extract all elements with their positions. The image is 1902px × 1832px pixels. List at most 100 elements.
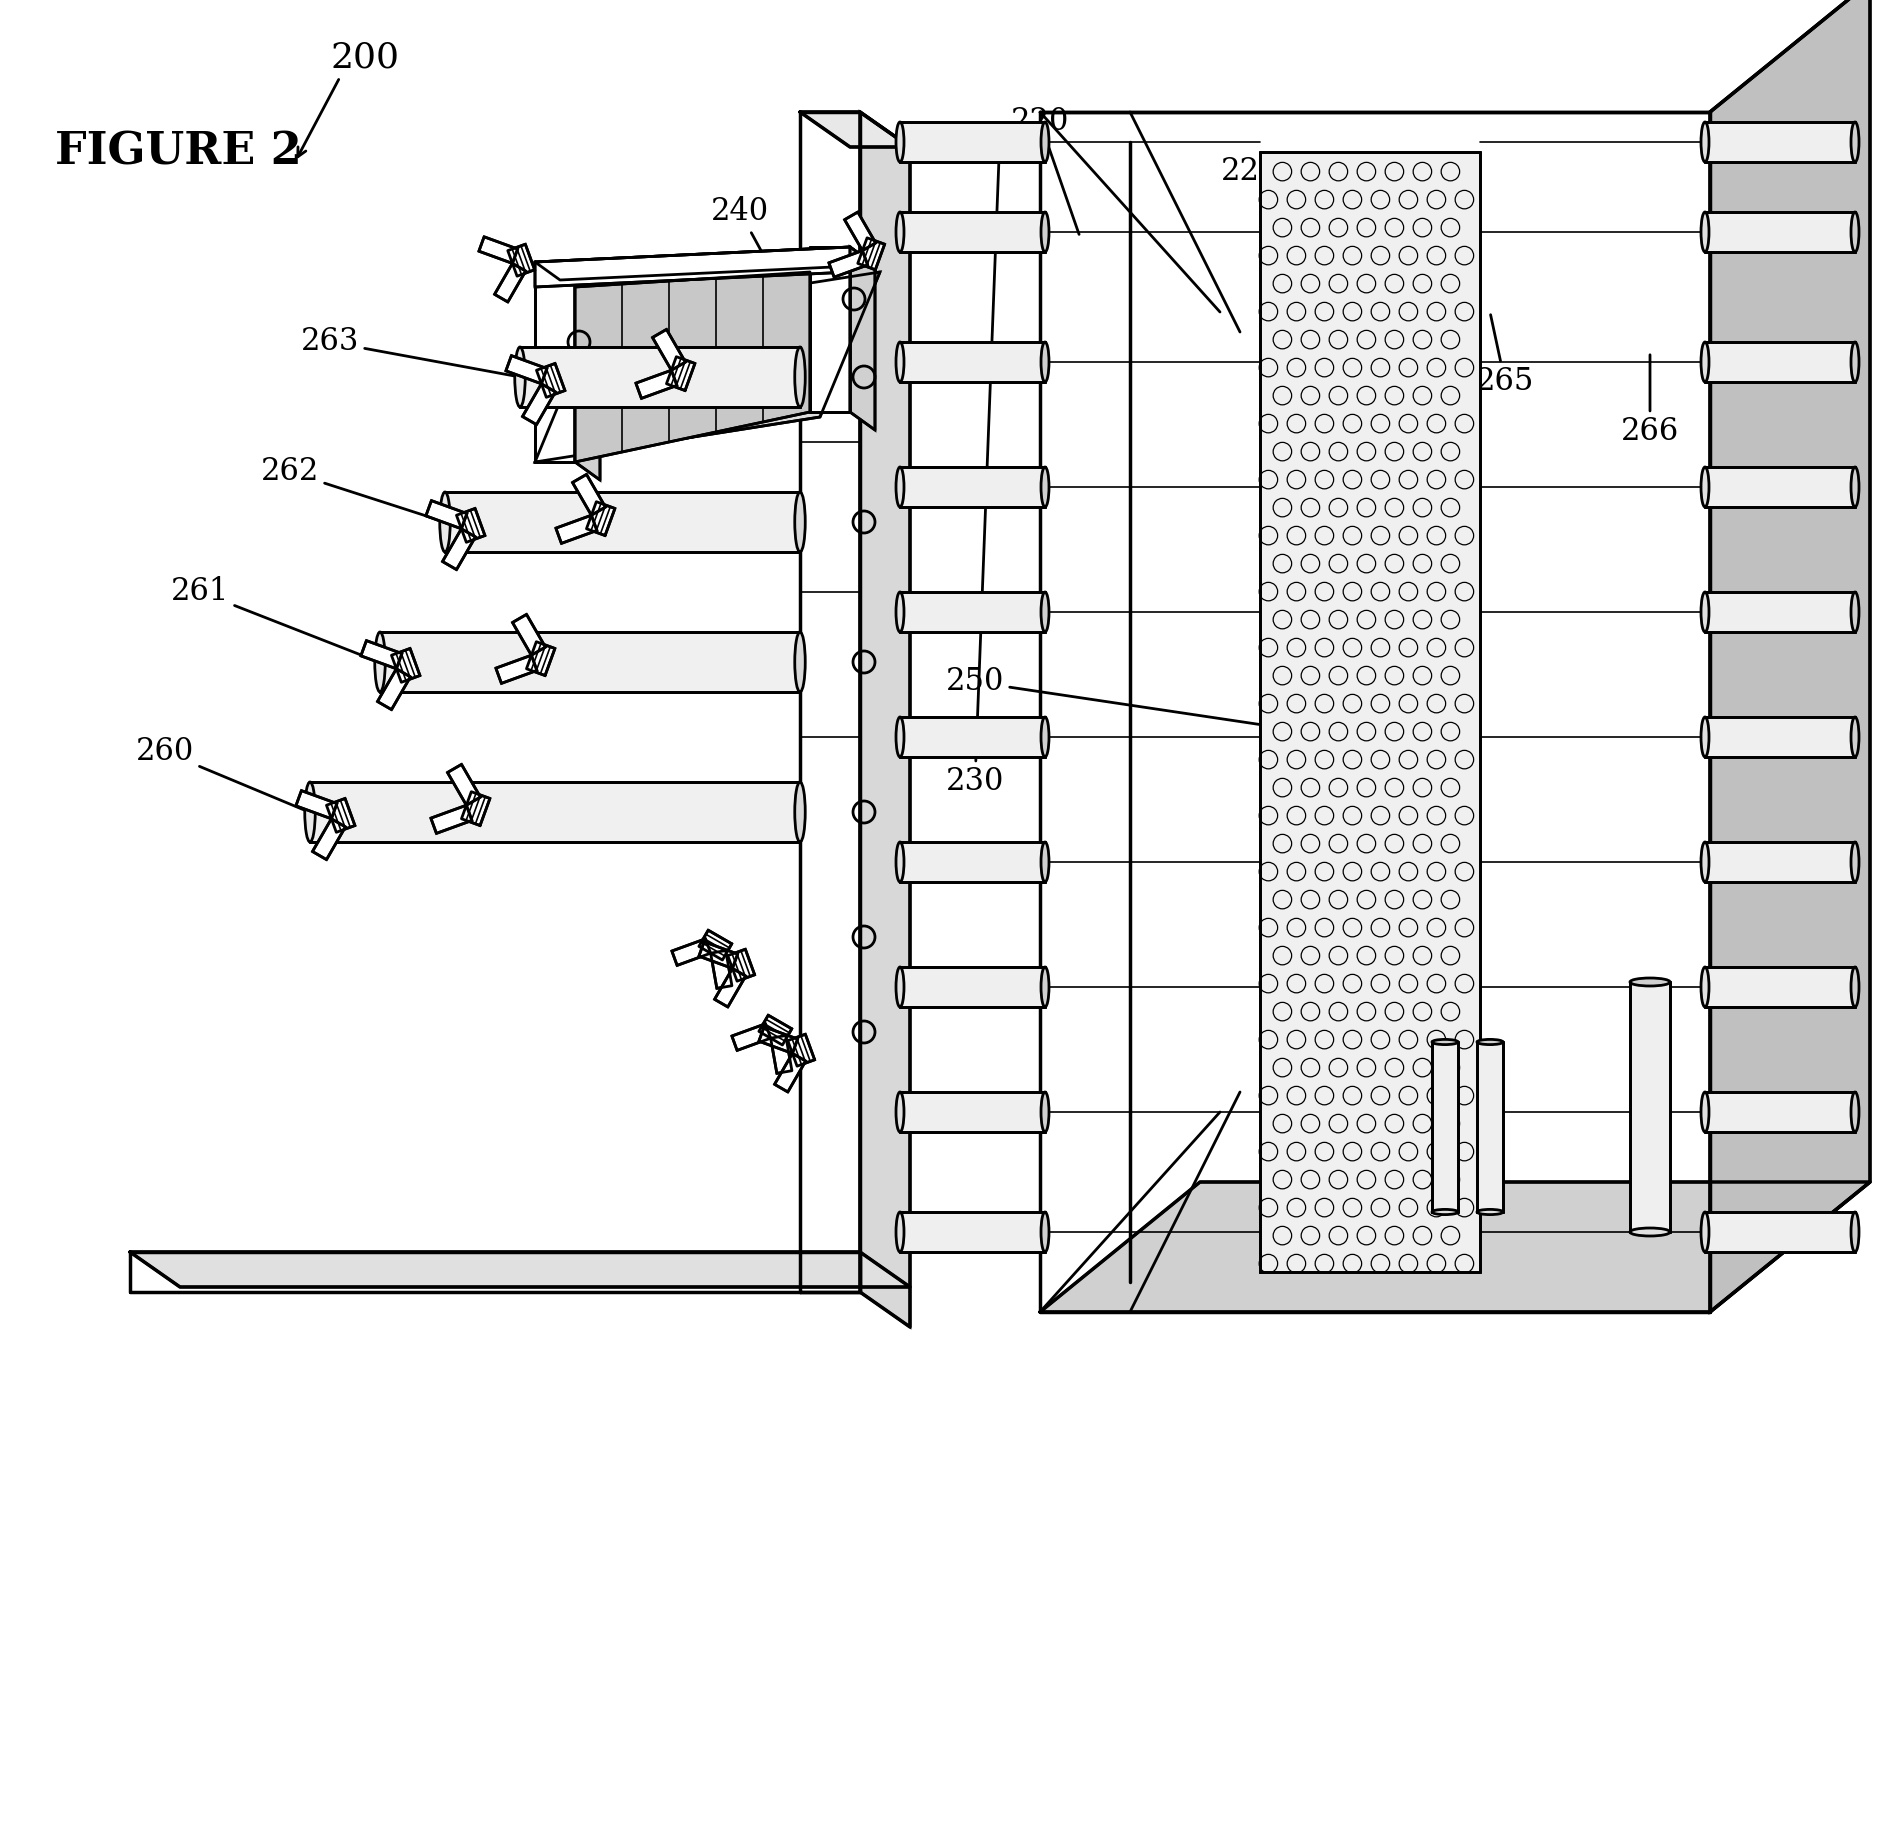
Ellipse shape	[1700, 343, 1710, 383]
Polygon shape	[574, 262, 599, 480]
Polygon shape	[512, 614, 546, 656]
Ellipse shape	[1700, 123, 1710, 161]
Polygon shape	[652, 330, 685, 370]
Polygon shape	[1704, 1092, 1854, 1132]
Ellipse shape	[1851, 123, 1858, 161]
Polygon shape	[1630, 982, 1670, 1231]
Polygon shape	[479, 236, 517, 264]
Polygon shape	[506, 355, 548, 383]
Text: 261: 261	[171, 577, 377, 661]
Polygon shape	[508, 244, 534, 277]
Ellipse shape	[1040, 1092, 1050, 1132]
Text: 220: 220	[1010, 106, 1078, 234]
Ellipse shape	[1040, 843, 1050, 881]
Ellipse shape	[1851, 843, 1858, 881]
Polygon shape	[1704, 843, 1854, 881]
Polygon shape	[698, 931, 732, 960]
Polygon shape	[523, 383, 555, 425]
Ellipse shape	[896, 123, 903, 161]
Polygon shape	[900, 592, 1044, 632]
Polygon shape	[297, 791, 337, 819]
Polygon shape	[635, 370, 677, 398]
Text: FIGURE 2: FIGURE 2	[55, 130, 302, 174]
Ellipse shape	[896, 843, 903, 881]
Polygon shape	[900, 467, 1044, 507]
Polygon shape	[900, 967, 1044, 1008]
Polygon shape	[361, 641, 401, 669]
Ellipse shape	[896, 592, 903, 632]
Polygon shape	[900, 1213, 1044, 1251]
Polygon shape	[1704, 343, 1854, 383]
Polygon shape	[392, 649, 420, 682]
Polygon shape	[711, 951, 732, 987]
Ellipse shape	[304, 782, 316, 843]
Text: 200: 200	[331, 40, 399, 73]
Ellipse shape	[1630, 978, 1670, 986]
Ellipse shape	[515, 346, 525, 407]
Polygon shape	[671, 938, 711, 965]
Polygon shape	[774, 1053, 806, 1092]
Polygon shape	[312, 819, 346, 859]
Ellipse shape	[375, 632, 386, 692]
Polygon shape	[377, 669, 411, 709]
Polygon shape	[536, 363, 565, 398]
Ellipse shape	[1040, 213, 1050, 253]
Polygon shape	[900, 343, 1044, 383]
Polygon shape	[715, 969, 746, 1008]
Polygon shape	[462, 791, 491, 826]
Text: 265: 265	[1476, 315, 1535, 398]
Polygon shape	[445, 493, 801, 551]
Polygon shape	[850, 247, 875, 431]
Ellipse shape	[1851, 1092, 1858, 1132]
Polygon shape	[860, 112, 909, 1326]
Polygon shape	[1704, 467, 1854, 507]
Ellipse shape	[1851, 343, 1858, 383]
Text: 225: 225	[1221, 156, 1309, 220]
Polygon shape	[1704, 123, 1854, 161]
Ellipse shape	[1040, 343, 1050, 383]
Polygon shape	[900, 123, 1044, 161]
Polygon shape	[732, 1024, 770, 1050]
Polygon shape	[1710, 0, 1870, 1312]
Polygon shape	[534, 247, 850, 288]
Text: 264: 264	[1390, 315, 1449, 398]
Ellipse shape	[1478, 1039, 1503, 1044]
Polygon shape	[495, 264, 525, 302]
Ellipse shape	[439, 493, 451, 551]
Polygon shape	[534, 247, 875, 280]
Ellipse shape	[1630, 1227, 1670, 1237]
Polygon shape	[1040, 112, 1710, 1312]
Text: 262: 262	[261, 456, 443, 520]
Ellipse shape	[1851, 213, 1858, 253]
Ellipse shape	[896, 467, 903, 507]
Ellipse shape	[896, 1092, 903, 1132]
Polygon shape	[770, 1035, 791, 1074]
Polygon shape	[1704, 213, 1854, 253]
Ellipse shape	[896, 967, 903, 1008]
Polygon shape	[534, 262, 574, 462]
Ellipse shape	[896, 213, 903, 253]
Polygon shape	[900, 843, 1044, 881]
Polygon shape	[574, 271, 810, 462]
Text: 230: 230	[945, 136, 1004, 797]
Polygon shape	[900, 213, 1044, 253]
Polygon shape	[810, 247, 850, 412]
Polygon shape	[426, 500, 466, 529]
Ellipse shape	[795, 346, 805, 407]
Polygon shape	[129, 1251, 860, 1292]
Polygon shape	[858, 238, 884, 269]
Ellipse shape	[896, 1213, 903, 1251]
Polygon shape	[1704, 592, 1854, 632]
Polygon shape	[801, 112, 909, 147]
Polygon shape	[310, 782, 801, 843]
Text: 263: 263	[301, 326, 517, 377]
Ellipse shape	[1040, 592, 1050, 632]
Ellipse shape	[795, 782, 805, 843]
Ellipse shape	[1851, 716, 1858, 757]
Polygon shape	[759, 1015, 791, 1044]
Text: 266: 266	[1621, 355, 1679, 447]
Ellipse shape	[1700, 843, 1710, 881]
Polygon shape	[447, 764, 481, 806]
Polygon shape	[534, 271, 881, 462]
Polygon shape	[829, 251, 867, 277]
